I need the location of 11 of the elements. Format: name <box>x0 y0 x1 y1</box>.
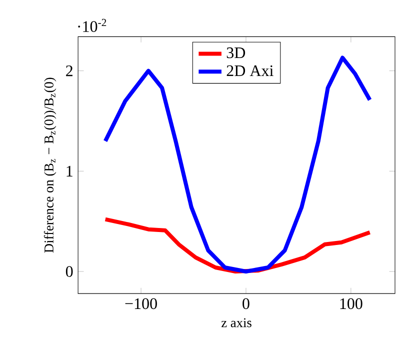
x-tick-label: 0 <box>242 298 250 309</box>
y-tick-label: 0 <box>66 266 73 277</box>
legend-label: 3D <box>226 47 246 58</box>
x-tick-label: 100 <box>340 298 362 309</box>
x-tick-label: −100 <box>125 298 157 309</box>
y-tick-label: 1 <box>66 166 72 176</box>
y-axis-title: Difference on (B$_{z}$ − B$_{z}$(0))/B$_{z}$(0) <box>44 78 56 253</box>
legend-label: 2D Axi <box>226 65 274 76</box>
x-axis-title: z axis <box>222 318 252 328</box>
y-tick-label: 2 <box>66 65 72 76</box>
text: ·10$^{-2}$ <box>78 18 106 32</box>
